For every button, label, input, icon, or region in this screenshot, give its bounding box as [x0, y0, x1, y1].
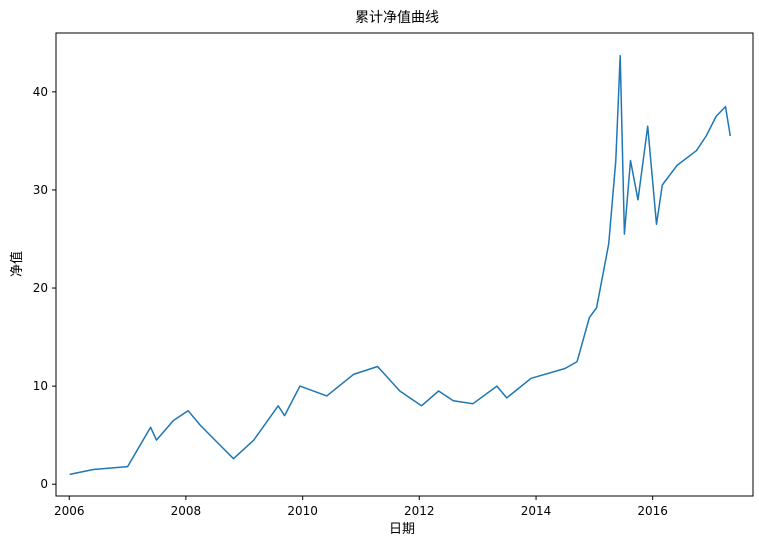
plot-area — [55, 32, 754, 497]
y-axis-label: 净值 — [9, 251, 25, 277]
y-tick-label: 30 — [33, 183, 48, 197]
x-tick-label: 2008 — [171, 504, 202, 518]
x-tick-label: 2012 — [404, 504, 435, 518]
x-tick-label: 2010 — [287, 504, 318, 518]
x-axis-label: 日期 — [389, 522, 415, 537]
x-tick-label: 2014 — [521, 504, 552, 518]
y-tick-label: 20 — [33, 281, 48, 295]
y-tick-label: 40 — [33, 85, 48, 99]
series-line — [69, 54, 732, 476]
x-tick-label: 2016 — [637, 504, 668, 518]
chart-title: 累计净值曲线 — [355, 10, 439, 26]
x-tick-label: 2006 — [54, 504, 85, 518]
y-tick-label: 0 — [40, 477, 48, 491]
x-axis: 2006 2008 2010 2012 2014 2016 — [54, 496, 668, 518]
y-tick-label: 10 — [33, 379, 48, 393]
y-axis: 0 10 20 30 40 — [33, 85, 56, 491]
